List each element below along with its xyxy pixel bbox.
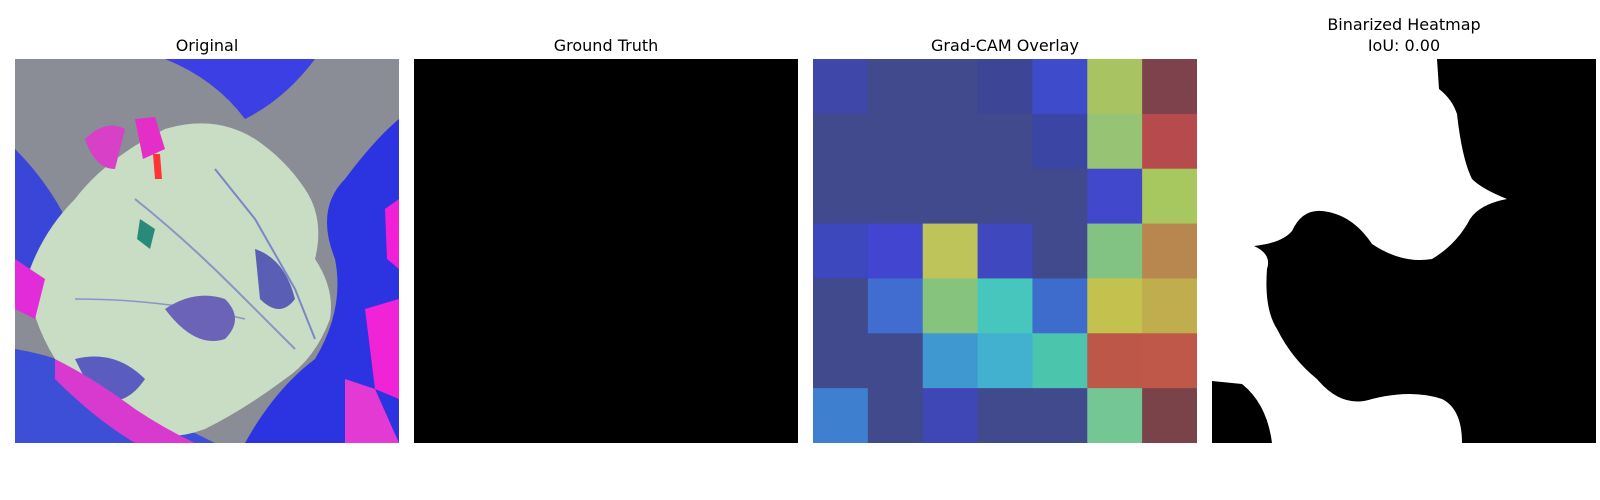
gradcam-cell: [867, 223, 924, 279]
gradcam-cell: [1032, 388, 1088, 443]
gradcam-panel: Grad-CAM Overlay: [813, 0, 1197, 500]
gradcam-cell: [867, 113, 924, 170]
binarized-panel: Binarized Heatmap IoU: 0.00: [1212, 0, 1596, 500]
binarized-mask: [1212, 59, 1596, 443]
gradcam-cell: [977, 113, 1033, 170]
gradcam-cell: [977, 388, 1033, 443]
gradcam-cell: [922, 333, 979, 389]
gradcam-cell: [867, 333, 924, 389]
ground-truth-title: Ground Truth: [553, 36, 659, 55]
gradcam-cell: [922, 168, 979, 225]
gradcam-cell: [977, 59, 1033, 115]
gradcam-heatmap: [813, 59, 1197, 443]
gradcam-cell: [813, 113, 869, 170]
gradcam-cell: [977, 168, 1033, 225]
gradcam-cell: [977, 333, 1033, 389]
original-leaf-image: [15, 59, 399, 443]
gradcam-cell: [1087, 168, 1143, 225]
binarized-title-line1: Binarized Heatmap: [1327, 15, 1481, 34]
gradcam-cell: [1087, 333, 1143, 389]
gradcam-cell: [1032, 278, 1088, 334]
gradcam-cell: [1087, 223, 1143, 279]
gradcam-cell: [1087, 59, 1143, 115]
gradcam-cell: [813, 168, 869, 225]
gradcam-cell: [813, 388, 869, 443]
gradcam-title: Grad-CAM Overlay: [931, 36, 1079, 55]
original-title: Original: [175, 36, 239, 55]
original-panel: Original: [15, 0, 399, 500]
gradcam-cell: [1142, 168, 1197, 225]
gradcam-cell: [813, 59, 869, 115]
gradcam-cell: [1142, 59, 1197, 115]
gradcam-cell: [1142, 113, 1197, 170]
gradcam-cell: [1087, 278, 1143, 334]
gradcam-cell: [867, 388, 924, 443]
gradcam-cell: [867, 278, 924, 334]
binarized-title: Binarized Heatmap IoU: 0.00: [1212, 14, 1596, 56]
gradcam-cell: [1032, 333, 1088, 389]
gradcam-cell: [922, 59, 979, 115]
gradcam-cell: [813, 278, 869, 334]
ground-truth-panel: Ground Truth: [414, 0, 798, 500]
ground-truth-mask: [414, 59, 798, 443]
gradcam-cell: [922, 278, 979, 334]
gradcam-cell: [1142, 223, 1197, 279]
iou-label: IoU: 0.00: [1367, 36, 1441, 55]
gradcam-cell: [867, 168, 924, 225]
gradcam-cell: [1142, 333, 1197, 389]
gradcam-cell: [1087, 113, 1143, 170]
gradcam-cell: [867, 59, 924, 115]
gradcam-cell: [813, 223, 869, 279]
gradcam-cell: [1032, 113, 1088, 170]
gradcam-cell: [813, 333, 869, 389]
gradcam-cell: [1032, 223, 1088, 279]
gradcam-cell: [922, 113, 979, 170]
gradcam-cell: [1032, 168, 1088, 225]
gradcam-cell: [1142, 388, 1197, 443]
gradcam-cell: [922, 388, 979, 443]
gradcam-cell: [1142, 278, 1197, 334]
gradcam-cell: [1032, 59, 1088, 115]
gradcam-cell: [977, 223, 1033, 279]
gradcam-cell: [1087, 388, 1143, 443]
gradcam-cell: [922, 223, 979, 279]
gradcam-cell: [977, 278, 1033, 334]
